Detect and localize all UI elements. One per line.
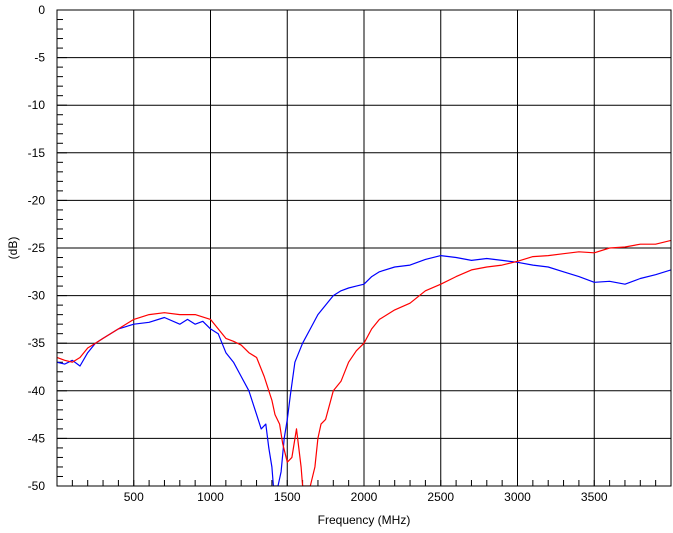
y-tick-labels: 0 -5 -10 -15 -20 -25 -30 -35 -40 -45 -50 [28, 3, 46, 493]
plot-frame [56, 9, 672, 487]
y-tick-label: -10 [28, 98, 46, 112]
x-tick-label: 3500 [581, 490, 608, 504]
series-layer [57, 239, 671, 486]
x-tick-label: 500 [124, 490, 144, 504]
x-tick-label: 1500 [274, 490, 301, 504]
minor-ticks [57, 19, 657, 486]
series-line-2 [57, 239, 671, 486]
x-tick-label: 2000 [351, 490, 378, 504]
x-tick-labels: 500 1000 1500 2000 2500 3000 3500 [124, 490, 608, 504]
y-tick-label: -50 [28, 479, 46, 493]
y-axis-title: (dB) [6, 237, 20, 260]
y-tick-label: -35 [28, 336, 46, 350]
y-tick-label: -40 [28, 384, 46, 398]
y-tick-label: -25 [28, 241, 46, 255]
y-tick-label: -45 [28, 431, 46, 445]
y-tick-label: -5 [34, 51, 45, 65]
x-tick-label: 1000 [197, 490, 224, 504]
series-line-1 [57, 255, 671, 486]
grid [57, 9, 671, 487]
y-tick-label: -20 [28, 193, 46, 207]
x-axis-title: Frequency (MHz) [318, 513, 411, 527]
x-tick-label: 2500 [427, 490, 454, 504]
x-tick-label: 3000 [504, 490, 531, 504]
y-tick-label: -15 [28, 146, 46, 160]
y-tick-label: 0 [38, 3, 45, 17]
y-tick-label: -30 [28, 289, 46, 303]
